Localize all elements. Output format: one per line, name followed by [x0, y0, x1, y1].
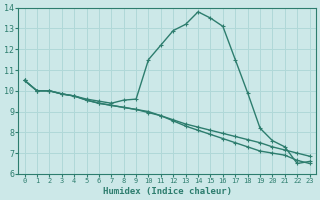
X-axis label: Humidex (Indice chaleur): Humidex (Indice chaleur)	[103, 187, 232, 196]
